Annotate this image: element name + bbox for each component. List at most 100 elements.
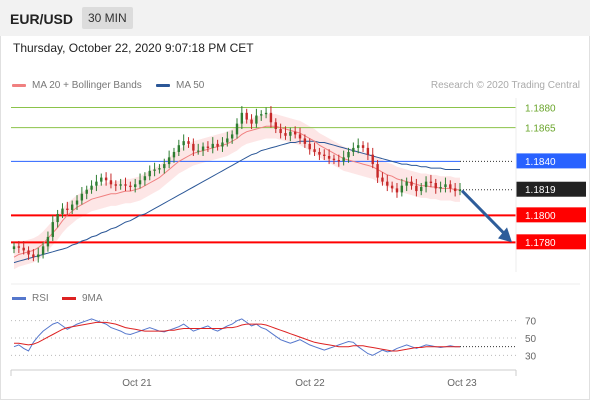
candle-body [453,188,457,192]
candle-body [342,157,345,162]
candle-body [444,184,447,188]
candle-body [429,181,433,183]
ma50-label: MA 50 [176,80,205,91]
candle-body [114,184,118,186]
candle-body [410,181,413,186]
candle-body [66,208,69,210]
candle-body [201,146,205,151]
candle-body [347,151,350,158]
candle-body [289,131,292,136]
candle-body [70,204,74,210]
candle-body [172,151,176,158]
timeframe-badge[interactable]: 30 MIN [82,7,133,29]
level-label-4: 1.1800 [525,211,556,222]
candle-body [41,246,45,255]
candle-body [153,169,156,171]
candle-body [12,246,16,250]
symbol-title: EUR/USD [10,11,74,27]
credit-text: Research © 2020 Trading Central [430,80,580,91]
legend-ma20: MA 20 + Bollinger Bands [12,80,142,92]
candle-body [235,123,239,135]
candle-body [352,147,355,152]
ma20-label: MA 20 + Bollinger Bands [32,80,142,91]
legend-rsi-ma9: 9MA [62,293,103,304]
level-label-1: 1.1865 [525,124,556,135]
candle-body [163,164,166,169]
candle-body [458,189,462,192]
candle-body [192,143,195,151]
rsi-line [13,318,460,356]
candle-body [177,145,181,152]
candle-body [221,142,224,147]
candle-body [211,143,214,148]
candle-body [197,150,200,152]
level-tag-5 [516,234,586,250]
candle-body [356,145,360,148]
level-label-5: 1.1780 [525,238,556,249]
rsi-ma9-swatch [62,296,76,300]
candle-body [284,133,287,136]
candle-body [293,131,297,135]
candle-body [298,134,302,139]
level-tag-2 [516,153,586,169]
candle-body [386,181,389,186]
candle-body [133,184,137,188]
candle-body [85,189,88,194]
candle-body [216,143,219,147]
level-label-0: 1.1880 [525,103,556,114]
candle-body [27,250,30,255]
candle-body [32,254,35,258]
candle-body [439,187,442,189]
candle-body [167,157,171,165]
candle-body [313,149,316,152]
candle-body [381,177,384,182]
candle-body [415,185,418,192]
ma20-line [13,125,460,258]
candle-body [420,187,423,192]
forecast-arrow-head [498,227,512,243]
candle-body [182,141,185,146]
candle-body [46,236,50,247]
rsi-tick-2: 30 [525,351,537,362]
candle-body [100,177,103,182]
candle-body [51,222,54,237]
datetime-label: Thursday, October 22, 2020 9:07:18 PM CE… [13,41,254,55]
candle-body [129,185,132,188]
candle-body [240,112,244,124]
candle-body [269,112,273,123]
candle-body [206,146,210,148]
candle-body [250,119,253,124]
candle-body [95,181,98,186]
candle-body [361,145,365,148]
candle-body [371,154,374,165]
candle-body [124,184,127,186]
ma20-swatch [12,83,26,87]
rsi-tick-0: 70 [525,317,537,328]
candle-body [138,180,142,185]
rsi-ma9-label: 9MA [82,293,103,304]
candle-body [143,176,147,181]
candle-body [400,185,404,193]
candle-body [274,122,277,130]
candle-body [424,181,428,188]
forecast-arrow-shaft [460,189,507,236]
candle-body [260,114,263,116]
candle-body [187,141,190,144]
ma50-swatch [156,83,170,87]
candle-body [376,164,379,178]
candle-body [148,170,151,177]
candle-body [158,168,161,170]
candle-body [449,184,452,189]
candle-body [230,134,234,139]
candle-body [61,208,64,214]
candle-body [405,181,408,186]
candle-body [75,200,79,205]
rsi-label: RSI [32,293,49,304]
candle-body [264,112,268,115]
level-tag-4 [516,207,586,223]
legend-rsi: RSI [12,293,49,304]
candle-body [279,129,282,134]
candle-body [245,112,248,120]
ma50-line [13,140,460,264]
